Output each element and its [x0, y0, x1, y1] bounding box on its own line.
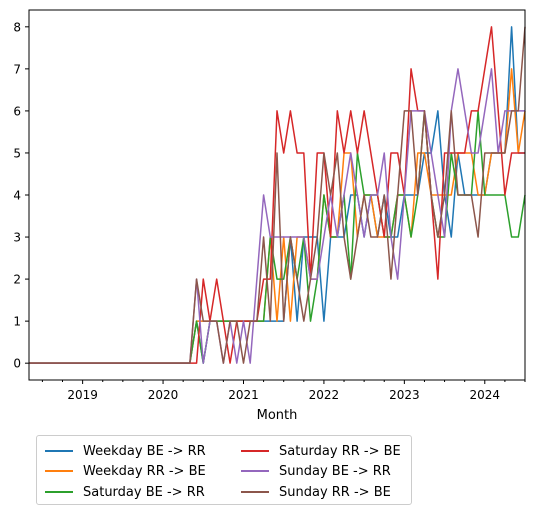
y-tick-label: 4: [13, 189, 21, 203]
legend-swatch-weekday-be-rr: [45, 450, 73, 452]
legend-item-saturday-be-rr: Saturday BE -> RR: [45, 483, 205, 501]
y-tick-label: 2: [13, 273, 21, 287]
y-tick-label: 5: [13, 146, 21, 160]
series-line-sunday-rr-be: [29, 26, 526, 364]
legend-item-saturday-rr-be: Saturday RR -> BE: [241, 442, 401, 460]
series-layer: [29, 26, 526, 364]
legend-label: Saturday RR -> BE: [279, 443, 401, 459]
y-tick-label: 7: [13, 62, 21, 76]
x-tick-label: 2024: [470, 388, 501, 402]
legend-item-weekday-be-rr: Weekday BE -> RR: [45, 442, 206, 460]
legend: Weekday BE -> RR Weekday RR -> BE Saturd…: [36, 435, 412, 505]
legend-swatch-sunday-be-rr: [241, 470, 269, 472]
x-axis: 2019 2020 2021 2022 2023 2024: [41, 380, 526, 402]
y-tick-label: 0: [13, 357, 21, 371]
legend-swatch-saturday-be-rr: [45, 491, 73, 493]
x-tick-label: 2023: [389, 388, 420, 402]
x-tick-label: 2019: [67, 388, 98, 402]
legend-label: Sunday BE -> RR: [279, 463, 391, 479]
legend-label: Sunday RR -> BE: [279, 484, 391, 500]
x-axis-label: Month: [257, 408, 298, 423]
y-tick-label: 6: [13, 104, 21, 118]
legend-label: Weekday RR -> BE: [83, 463, 206, 479]
legend-label: Weekday BE -> RR: [83, 443, 206, 459]
legend-swatch-sunday-rr-be: [241, 491, 269, 493]
legend-item-weekday-rr-be: Weekday RR -> BE: [45, 462, 206, 480]
y-tick-label: 8: [13, 20, 21, 34]
legend-swatch-weekday-rr-be: [45, 470, 73, 472]
legend-item-sunday-be-rr: Sunday BE -> RR: [241, 462, 391, 480]
x-tick-label: 2020: [148, 388, 179, 402]
y-axis: 0 1 2 3 4 5 6 7 8: [13, 20, 29, 371]
x-tick-label: 2021: [228, 388, 259, 402]
y-tick-label: 3: [13, 231, 21, 245]
legend-swatch-saturday-rr-be: [241, 450, 269, 452]
legend-label: Saturday BE -> RR: [83, 484, 205, 500]
x-tick-label: 2022: [309, 388, 340, 402]
legend-item-sunday-rr-be: Sunday RR -> BE: [241, 483, 391, 501]
y-tick-label: 1: [13, 315, 21, 329]
